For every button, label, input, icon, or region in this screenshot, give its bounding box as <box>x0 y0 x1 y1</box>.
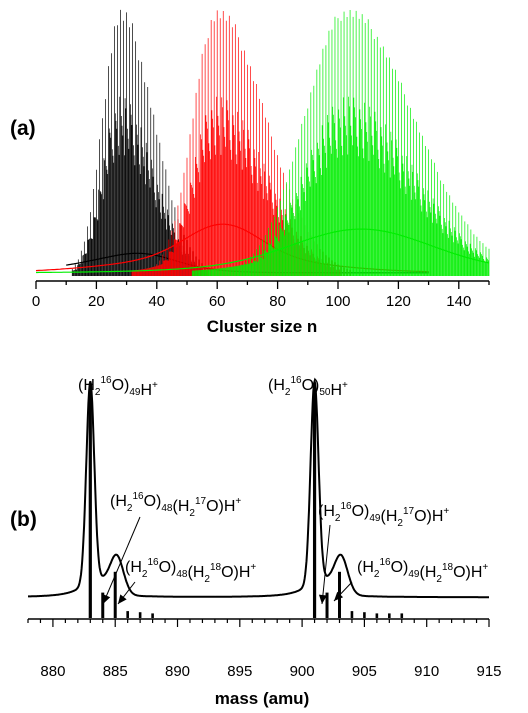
panel-b-peak-annotation: (H216O)48(H218O)H+ <box>117 557 256 605</box>
panel-a-tick-label: 100 <box>325 293 350 310</box>
annotation-arrowhead <box>118 594 127 604</box>
panel-b-tick-label: 880 <box>40 663 65 680</box>
peak-annotation-label: (H216O)49H+ <box>78 375 158 399</box>
peak-annotation-label: (H216O)48(H218O)H+ <box>125 557 256 585</box>
panel-a-tick-label: 0 <box>32 293 40 310</box>
annotation-arrowhead <box>334 591 344 601</box>
panel-b-tick-label: 905 <box>352 663 377 680</box>
peak-annotation-label: (H216O)48(H217O)H+ <box>110 491 241 519</box>
panel-b-peak-annotation: (H216O)50H+ <box>268 375 348 399</box>
panel-b-annotations: (H216O)49H+ (H216O)48(H217O)H+ (H216O)48(H… <box>78 375 488 605</box>
panel-a-tick-label: 120 <box>386 293 411 310</box>
panel-b-peak-annotation: (H216O)48(H217O)H+ <box>102 491 241 605</box>
panel-a-series-3 <box>36 10 490 276</box>
annotation-arrowhead <box>102 594 111 604</box>
panel-b-tick-label: 890 <box>165 663 190 680</box>
panel-b-label: (b) <box>10 508 37 531</box>
panel-a-tick-label: 80 <box>269 293 286 310</box>
peak-annotation-label: (H216O)49(H217O)H+ <box>318 501 449 529</box>
panel-a-ticks: 0 20 40 60 80 100 120 140 <box>32 281 490 310</box>
panel-a-label: (a) <box>10 117 36 140</box>
peak-annotation-label: (H216O)49(H218O)H+ <box>357 557 488 585</box>
panel-b-peak-annotation: (H216O)49(H217O)H+ <box>318 501 449 605</box>
panel-a: (a) 0 20 40 60 80 100 120 140 Cluster size n <box>10 9 490 336</box>
panel-a-tick-label: 40 <box>148 293 165 310</box>
panel-b-tick-label: 910 <box>414 663 439 680</box>
panel-a-x-axis-title: Cluster size n <box>207 317 318 336</box>
panel-b-peak-annotation: (H216O)49(H218O)H+ <box>333 557 488 602</box>
panel-b-x-axis-title: mass (amu) <box>215 689 309 708</box>
panel-b-sticks <box>88 387 404 618</box>
panel-b-tick-label: 885 <box>103 663 128 680</box>
panel-a-tick-label: 60 <box>209 293 226 310</box>
annotation-arrowhead <box>318 594 327 604</box>
panel-b-tick-label: 900 <box>290 663 315 680</box>
panel-a-tick-label: 20 <box>88 293 105 310</box>
panel-b: (b) 880 885 890 895 900 905 910 915 mass (amu) … <box>10 375 502 708</box>
panel-b-spectrum-line <box>28 377 489 599</box>
peak-annotation-label: (H216O)50H+ <box>268 375 348 399</box>
panel-b-ticks: 880 885 890 895 900 905 910 915 <box>27 619 502 680</box>
panel-b-tick-label: 895 <box>227 663 252 680</box>
annotation-pointer-line <box>102 516 141 605</box>
annotation-pointer-line <box>321 524 331 605</box>
panel-a-series <box>35 9 490 276</box>
panel-b-tick-label: 915 <box>476 663 501 680</box>
panel-a-tick-label: 140 <box>446 293 471 310</box>
panel-b-peak-annotation: (H216O)49H+ <box>78 375 158 399</box>
